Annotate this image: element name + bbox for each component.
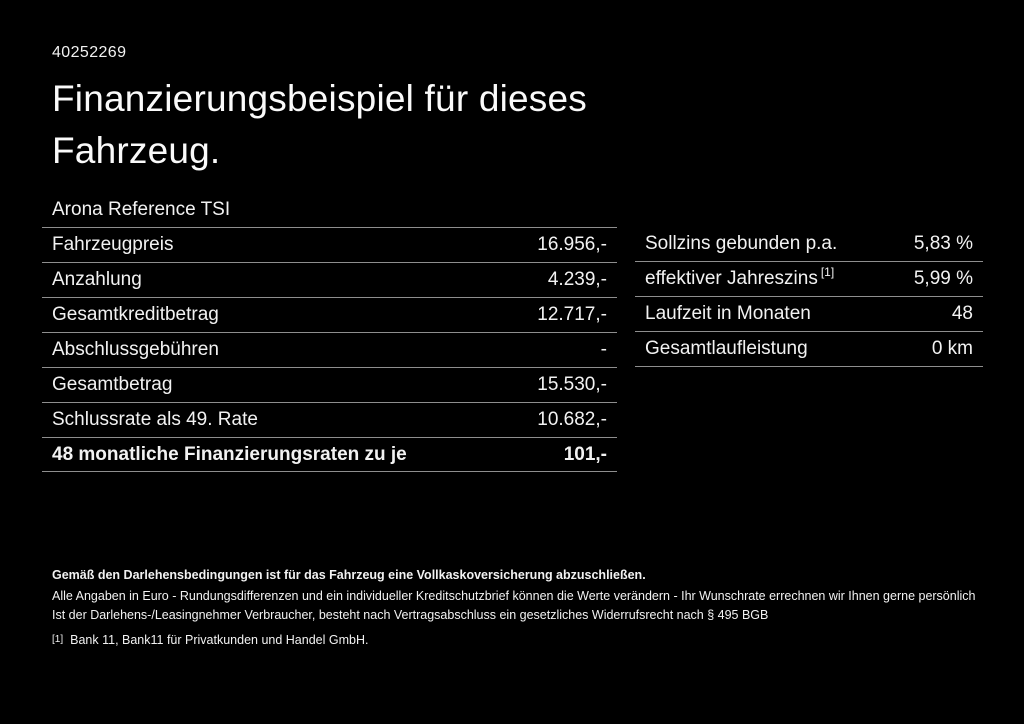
row-value: - (600, 339, 607, 360)
row-label: Schlussrate als 49. Rate (52, 409, 258, 430)
row-label: Fahrzeugpreis (52, 234, 174, 255)
row-value: 5,99 % (913, 268, 973, 289)
financing-table: Arona Reference TSI Fahrzeugpreis 16.956… (42, 192, 617, 472)
row-label: Anzahlung (52, 269, 142, 290)
row-label: Gesamtlaufleistung (645, 338, 808, 359)
page-title-line-1: Finanzierungsbeispiel für dieses (52, 78, 587, 119)
row-label: 48 monatliche Finanzierungsraten zu je (52, 443, 407, 465)
table-row-gesamtkreditbetrag: Gesamtkreditbetrag 12.717,- (42, 297, 617, 332)
row-value: 101,- (563, 443, 607, 465)
row-value: 10.682,- (537, 409, 607, 430)
table-row-gesamtlaufleistung: Gesamtlaufleistung 0 km (635, 332, 983, 367)
table-row-laufzeit: Laufzeit in Monaten 48 (635, 297, 983, 332)
footnote-marker-sup: [1] (820, 264, 835, 279)
row-label: effektiver Jahreszins [1] (645, 264, 835, 290)
row-value: 15.530,- (537, 374, 607, 395)
table-row-monatsrate: 48 monatliche Finanzierungsraten zu je 1… (42, 437, 617, 472)
row-value: 12.717,- (537, 304, 607, 325)
model-name: Arona Reference TSI (52, 198, 231, 220)
row-value: 5,83 % (913, 233, 973, 254)
vehicle-id-label: 40252269 (52, 44, 127, 61)
row-label: Laufzeit in Monaten (645, 303, 811, 324)
table-row-abschlussgebuehren: Abschlussgebühren - (42, 332, 617, 367)
page-title: Finanzierungsbeispiel für dieses Fahrzeu… (52, 73, 587, 177)
table-row-anzahlung: Anzahlung 4.239,- (42, 262, 617, 297)
row-value: 4.239,- (547, 269, 607, 290)
footnote-marker: [1] (52, 634, 64, 645)
table-row-fahrzeugpreis: Fahrzeugpreis 16.956,- (42, 227, 617, 262)
withdrawal-disclaimer: Ist der Darlehens-/Leasingnehmer Verbrau… (52, 608, 769, 622)
bank-footnote: [1] Bank 11, Bank11 für Privatkunden und … (52, 633, 368, 647)
row-label: Sollzins gebunden p.a. (645, 233, 838, 254)
row-value: 48 (951, 303, 973, 324)
row-label: Gesamtkreditbetrag (52, 304, 219, 325)
conditions-table: Sollzins gebunden p.a. 5,83 % effektiver… (635, 227, 983, 367)
footnote-text: Bank 11, Bank11 für Privatkunden und Han… (70, 633, 369, 647)
rounding-disclaimer: Alle Angaben in Euro - Rundungsdifferenz… (52, 589, 976, 603)
table-row-sollzins: Sollzins gebunden p.a. 5,83 % (635, 227, 983, 262)
table-row-gesamtbetrag: Gesamtbetrag 15.530,- (42, 367, 617, 402)
page-title-line-2: Fahrzeug. (52, 130, 221, 171)
insurance-requirement-note: Gemäß den Darlehensbedingungen ist für d… (52, 568, 646, 582)
vehicle-model-label: Arona Reference TSI (42, 192, 617, 227)
row-label-text: effektiver Jahreszins (645, 268, 818, 289)
row-value: 16.956,- (537, 234, 607, 255)
table-row-schlussrate: Schlussrate als 49. Rate 10.682,- (42, 402, 617, 437)
row-value: 0 km (931, 338, 973, 359)
row-label: Gesamtbetrag (52, 374, 173, 395)
table-row-effektiver-jahreszins: effektiver Jahreszins [1] 5,99 % (635, 262, 983, 297)
row-label: Abschlussgebühren (52, 339, 219, 360)
